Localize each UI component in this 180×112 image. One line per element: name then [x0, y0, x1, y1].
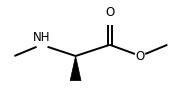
Polygon shape	[70, 56, 81, 81]
Text: O: O	[105, 6, 114, 19]
Text: O: O	[136, 50, 145, 62]
Text: NH: NH	[33, 31, 50, 44]
